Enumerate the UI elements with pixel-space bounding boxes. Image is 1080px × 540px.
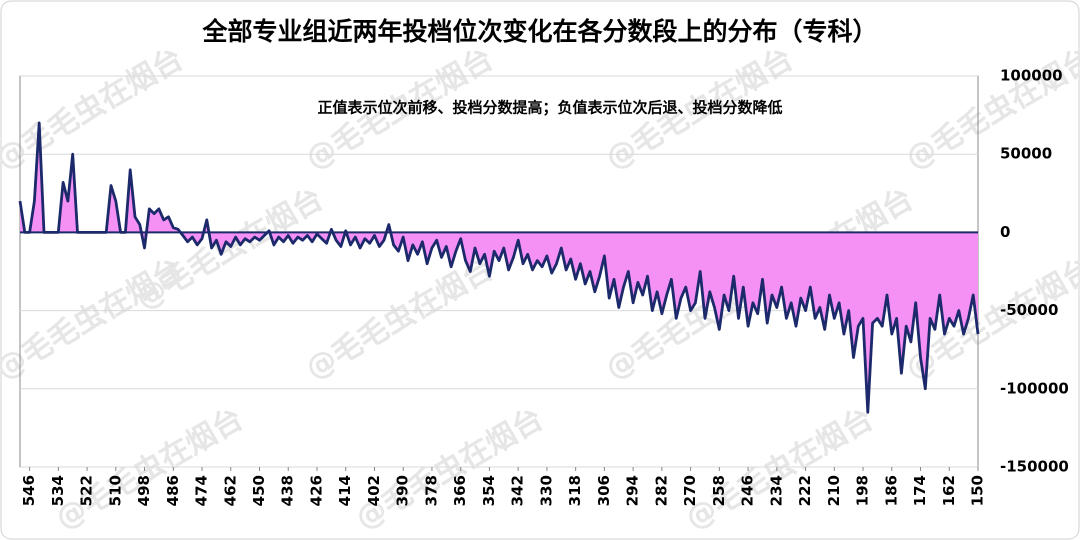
x-tick-label: 354	[480, 475, 498, 506]
x-tick-label: 258	[710, 475, 728, 506]
x-tick-label: 186	[882, 475, 900, 506]
x-tick-label: 498	[135, 475, 153, 506]
x-tick-label: 366	[451, 475, 469, 506]
x-tick-label: 390	[394, 475, 412, 506]
x-tick-label: 174	[911, 475, 929, 506]
annotation: 正值表示位次前移、投档分数提高；负值表示位次后退、投档分数降低	[317, 99, 782, 117]
x-tick-label: 342	[509, 475, 527, 506]
x-tick-label: 270	[681, 475, 699, 506]
x-tick-label: 198	[854, 475, 872, 506]
x-tick-label: 462	[221, 475, 239, 506]
x-tick-label: 282	[652, 475, 670, 506]
x-tick-label: 534	[49, 475, 67, 506]
chart-title: 全部专业组近两年投档位次变化在各分数段上的分布（专科）	[201, 17, 877, 46]
y-tick-label: -150000	[1000, 458, 1069, 476]
x-tick-label: 414	[336, 475, 354, 506]
x-tick-label: 522	[78, 475, 96, 506]
x-tick-label: 162	[940, 475, 958, 506]
x-tick-label: 510	[106, 475, 124, 506]
y-tick-label: 0	[1000, 223, 1010, 241]
x-tick-label: 438	[279, 475, 297, 506]
y-tick-label: 50000	[1000, 145, 1052, 163]
x-tick-label: 318	[566, 475, 584, 506]
x-tick-label: 546	[20, 475, 38, 506]
x-tick-label: 306	[595, 475, 613, 506]
x-tick-label: 222	[796, 475, 814, 506]
x-tick-label: 450	[250, 475, 268, 506]
x-tick-label: 402	[365, 475, 383, 506]
y-tick-label: -100000	[1000, 379, 1069, 397]
y-tick-label: -50000	[1000, 301, 1058, 319]
x-tick-label: 210	[825, 475, 843, 506]
x-tick-label: 486	[164, 475, 182, 506]
x-tick-label: 150	[969, 475, 987, 506]
x-tick-label: 378	[422, 475, 440, 506]
area-fill	[20, 122, 978, 413]
y-tick-label: 100000	[1000, 67, 1063, 85]
series-line	[18, 121, 980, 414]
x-tick-label: 234	[767, 475, 785, 506]
x-tick-label: 426	[307, 475, 325, 506]
x-tick-label: 246	[739, 475, 757, 506]
x-tick-label: 330	[537, 475, 555, 506]
x-tick-label: 474	[193, 475, 211, 506]
x-tick-label: 294	[624, 475, 642, 506]
